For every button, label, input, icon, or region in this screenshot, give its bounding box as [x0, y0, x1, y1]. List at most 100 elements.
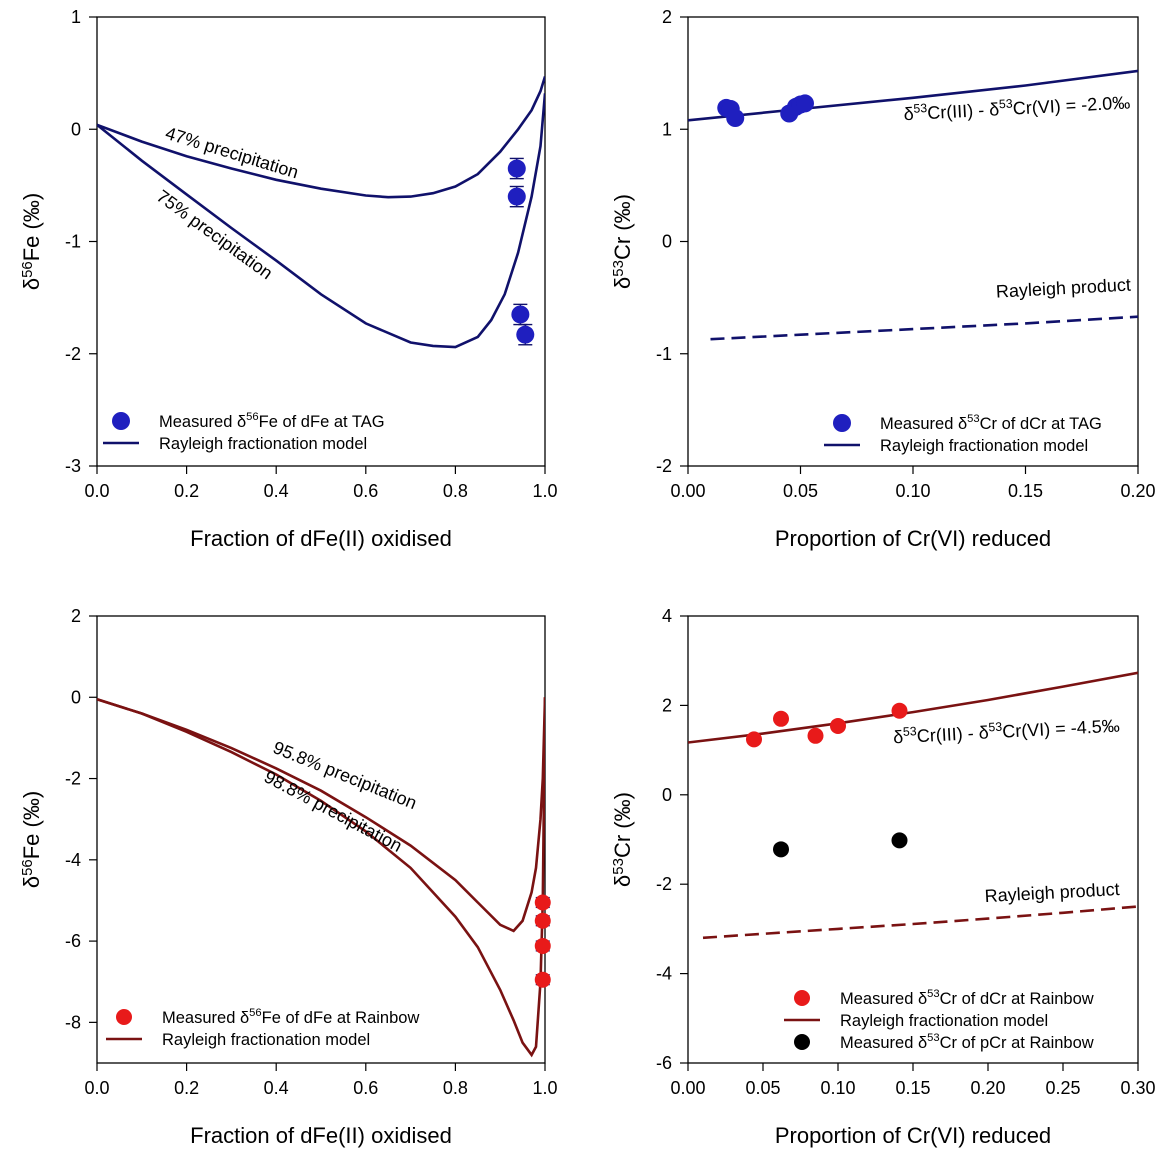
legend-label: Rayleigh fractionation model [880, 437, 1088, 455]
fractionation-label: δ53Cr(III) - δ53Cr(VI) = -2.0‰ [903, 90, 1131, 124]
data-point [516, 325, 535, 344]
data-point [726, 109, 745, 128]
rayleigh-product-line [710, 315, 1138, 341]
x-tick-label: 0.00 [670, 481, 705, 501]
model-line [688, 69, 1138, 122]
x-tick-label: 0.15 [1008, 481, 1043, 501]
legend-label: Rayleigh fractionation model [840, 1012, 1048, 1030]
legend-label: Measured δ53Cr of pCr at Rainbow [840, 1032, 1094, 1052]
legend-marker-swatch [833, 414, 851, 432]
data-point [830, 717, 846, 734]
y-tick-label: -1 [65, 232, 81, 252]
curve-annotation: 47% precipitation [163, 123, 301, 183]
x-tick-label: 0.6 [353, 481, 378, 501]
y-tick-label: 1 [71, 7, 81, 27]
x-tick-label: 0.4 [264, 1078, 289, 1098]
legend-label: Measured δ56Fe of dFe at TAG [159, 411, 385, 431]
legend: Measured δ56Fe of dFe at TAG Rayleigh fra… [103, 411, 385, 453]
legend: Measured δ56Fe of dFe at Rainbow Rayleigh… [106, 1007, 419, 1049]
legend-marker-swatch [116, 1009, 132, 1025]
x-axis-title: Fraction of dFe(II) oxidised [190, 526, 452, 551]
legend-label: Rayleigh fractionation model [159, 435, 367, 453]
legend-marker-swatch [112, 412, 130, 430]
data-point [891, 702, 908, 719]
x-axis-title: Fraction of dFe(II) oxidised [190, 1123, 452, 1148]
x-tick-label: 0.6 [353, 1078, 378, 1098]
y-tick-label: -2 [65, 769, 81, 789]
x-tick-label: 0.8 [443, 1078, 468, 1098]
y-axis-title: δ56Fe (‰) [19, 791, 44, 888]
y-tick-label: 0 [662, 232, 672, 252]
chart-panel-top-right: 0.00 0.05 0.10 0.15 0.20 -2 -1 0 1 2 Proportion of… [610, 7, 1156, 551]
curve-annotation: 75% precipitation [153, 186, 276, 283]
legend-label: Measured δ53Cr of dCr at Rainbow [840, 988, 1094, 1008]
x-tick-label: 0.05 [745, 1078, 780, 1098]
plot-frame [96, 615, 546, 1064]
data-point [534, 971, 551, 988]
y-tick-label: 0 [662, 785, 672, 805]
legend: Measured δ53Cr of dCr at TAG Rayleigh fra… [824, 413, 1102, 455]
data-point [511, 305, 530, 324]
curve-annotation: Rayleigh product [995, 275, 1131, 302]
legend-label: Measured δ56Fe of dFe at Rainbow [162, 1007, 419, 1027]
data-point [746, 731, 762, 748]
data-point-black [773, 841, 789, 858]
x-tick-label: 0.10 [895, 481, 930, 501]
x-tick-label: 0.0 [84, 1078, 109, 1098]
y-tick-label: 1 [662, 119, 672, 139]
chart-panel-bottom-right: 0.00 0.05 0.10 0.15 0.20 0.25 0.30 -6 -4 -2 0 2 4 Pro… [610, 606, 1156, 1148]
x-tick-label: 0.2 [174, 1078, 199, 1098]
chart-panel-bottom-left: 0.0 0.2 0.4 0.6 0.8 1.0 -8 -6 -4 -2 0 2 Fraction of … [19, 606, 558, 1148]
legend-marker-swatch [794, 1034, 810, 1050]
x-tick-label: 0.20 [970, 1078, 1005, 1098]
y-tick-label: 0 [71, 119, 81, 139]
y-tick-label: -4 [65, 850, 81, 870]
model-line [97, 697, 545, 933]
x-axis-title: Proportion of Cr(VI) reduced [775, 1123, 1051, 1148]
y-tick-label: -4 [656, 964, 672, 984]
y-tick-label: 2 [662, 695, 672, 715]
x-tick-label: 0.15 [895, 1078, 930, 1098]
plot-frame [96, 16, 546, 467]
model-line [688, 671, 1138, 744]
x-tick-label: 0.05 [783, 481, 818, 501]
fractionation-label: δ53Cr(III) - δ53Cr(VI) = -4.5‰ [893, 714, 1121, 748]
data-point [534, 894, 551, 911]
curve-annotation: Rayleigh product [984, 879, 1120, 906]
legend-label: Rayleigh fractionation model [162, 1031, 370, 1049]
x-tick-label: 0.0 [84, 481, 109, 501]
model-line [97, 697, 545, 1058]
y-tick-label: -8 [65, 1012, 81, 1032]
x-tick-label: 0.25 [1045, 1078, 1080, 1098]
y-tick-label: -6 [656, 1053, 672, 1073]
y-tick-label: 4 [662, 606, 672, 626]
x-tick-label: 0.20 [1120, 481, 1155, 501]
model-line [97, 93, 545, 349]
data-point [507, 187, 526, 206]
x-tick-label: 0.2 [174, 481, 199, 501]
y-tick-label: -3 [65, 456, 81, 476]
y-tick-label: 0 [71, 687, 81, 707]
y-axis-title: δ56Fe (‰) [19, 193, 44, 290]
y-tick-label: -2 [65, 344, 81, 364]
rayleigh-product-line [702, 905, 1138, 940]
x-tick-label: 0.4 [264, 481, 289, 501]
x-tick-label: 0.8 [443, 481, 468, 501]
legend-marker-swatch [794, 990, 810, 1006]
x-tick-label: 0.00 [670, 1078, 705, 1098]
data-point [534, 912, 551, 929]
x-tick-label: 0.30 [1120, 1078, 1155, 1098]
y-tick-label: -1 [656, 344, 672, 364]
y-tick-label: -6 [65, 931, 81, 951]
x-tick-label: 0.10 [820, 1078, 855, 1098]
legend: Measured δ53Cr of dCr at Rainbow Rayleigh… [784, 988, 1094, 1052]
y-axis-title: δ53Cr (‰) [610, 194, 635, 289]
y-tick-label: -2 [656, 874, 672, 894]
y-axis-title: δ53Cr (‰) [610, 792, 635, 887]
data-point-black [891, 832, 908, 849]
y-tick-label: -2 [656, 456, 672, 476]
y-tick-label: 2 [71, 606, 81, 626]
data-point [534, 937, 551, 954]
chart-panel-top-left: 0.0 0.2 0.4 0.6 0.8 1.0 -3 -2 -1 0 1 Fraction of dF… [19, 7, 558, 551]
legend-label: Measured δ53Cr of dCr at TAG [880, 413, 1102, 433]
